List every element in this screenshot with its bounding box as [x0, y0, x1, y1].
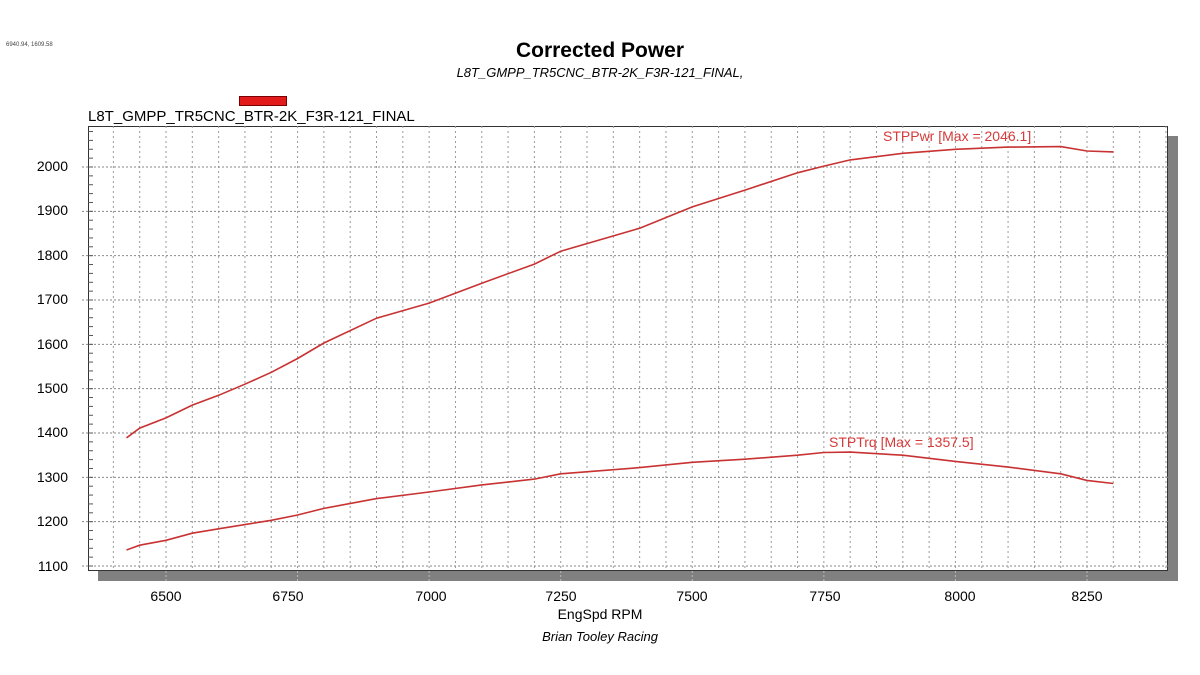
torque-max-annotation: STPTrq [Max = 1357.5] [829, 434, 974, 450]
legend-label: L8T_GMPP_TR5CNC_BTR-2K_F3R-121_FINAL [88, 108, 415, 125]
x-tick: 7750 [809, 588, 841, 604]
legend-swatch [239, 96, 287, 106]
x-tick: 6500 [150, 588, 182, 604]
x-axis-label: EngSpd RPM [557, 606, 643, 622]
power-max-annotation: STPPwr [Max = 2046.1] [883, 128, 1032, 144]
grid-lines [82, 126, 1168, 571]
chart-subtitle: L8T_GMPP_TR5CNC_BTR-2K_F3R-121_FINAL, [456, 65, 744, 80]
y-tick: 1800 [36, 247, 68, 263]
y-tick: 2000 [36, 158, 68, 174]
plot-area[interactable] [88, 126, 1168, 571]
x-tick: 8000 [944, 588, 976, 604]
x-tick: 7250 [545, 588, 577, 604]
y-tick: 1500 [36, 380, 68, 396]
chart-title: Corrected Power [515, 39, 685, 62]
footer-credit: Brian Tooley Racing [542, 629, 658, 644]
x-tick: 6750 [272, 588, 304, 604]
y-tick: 1400 [36, 424, 68, 440]
y-tick: 1600 [36, 336, 68, 352]
cursor-coordinates-readout: 6940.94, 1609.58 [6, 42, 53, 48]
y-tick: 1700 [36, 291, 68, 307]
power-curve [126, 145, 1114, 439]
y-minor-ticks [88, 131, 1088, 581]
y-tick: 1200 [36, 513, 68, 529]
y-tick: 1900 [36, 202, 68, 218]
torque-curve [126, 451, 1114, 551]
y-tick: 1300 [36, 469, 68, 485]
x-tick: 8250 [1071, 588, 1103, 604]
x-tick: 7500 [676, 588, 708, 604]
x-tick: 7000 [415, 588, 447, 604]
y-tick: 1100 [37, 558, 68, 574]
